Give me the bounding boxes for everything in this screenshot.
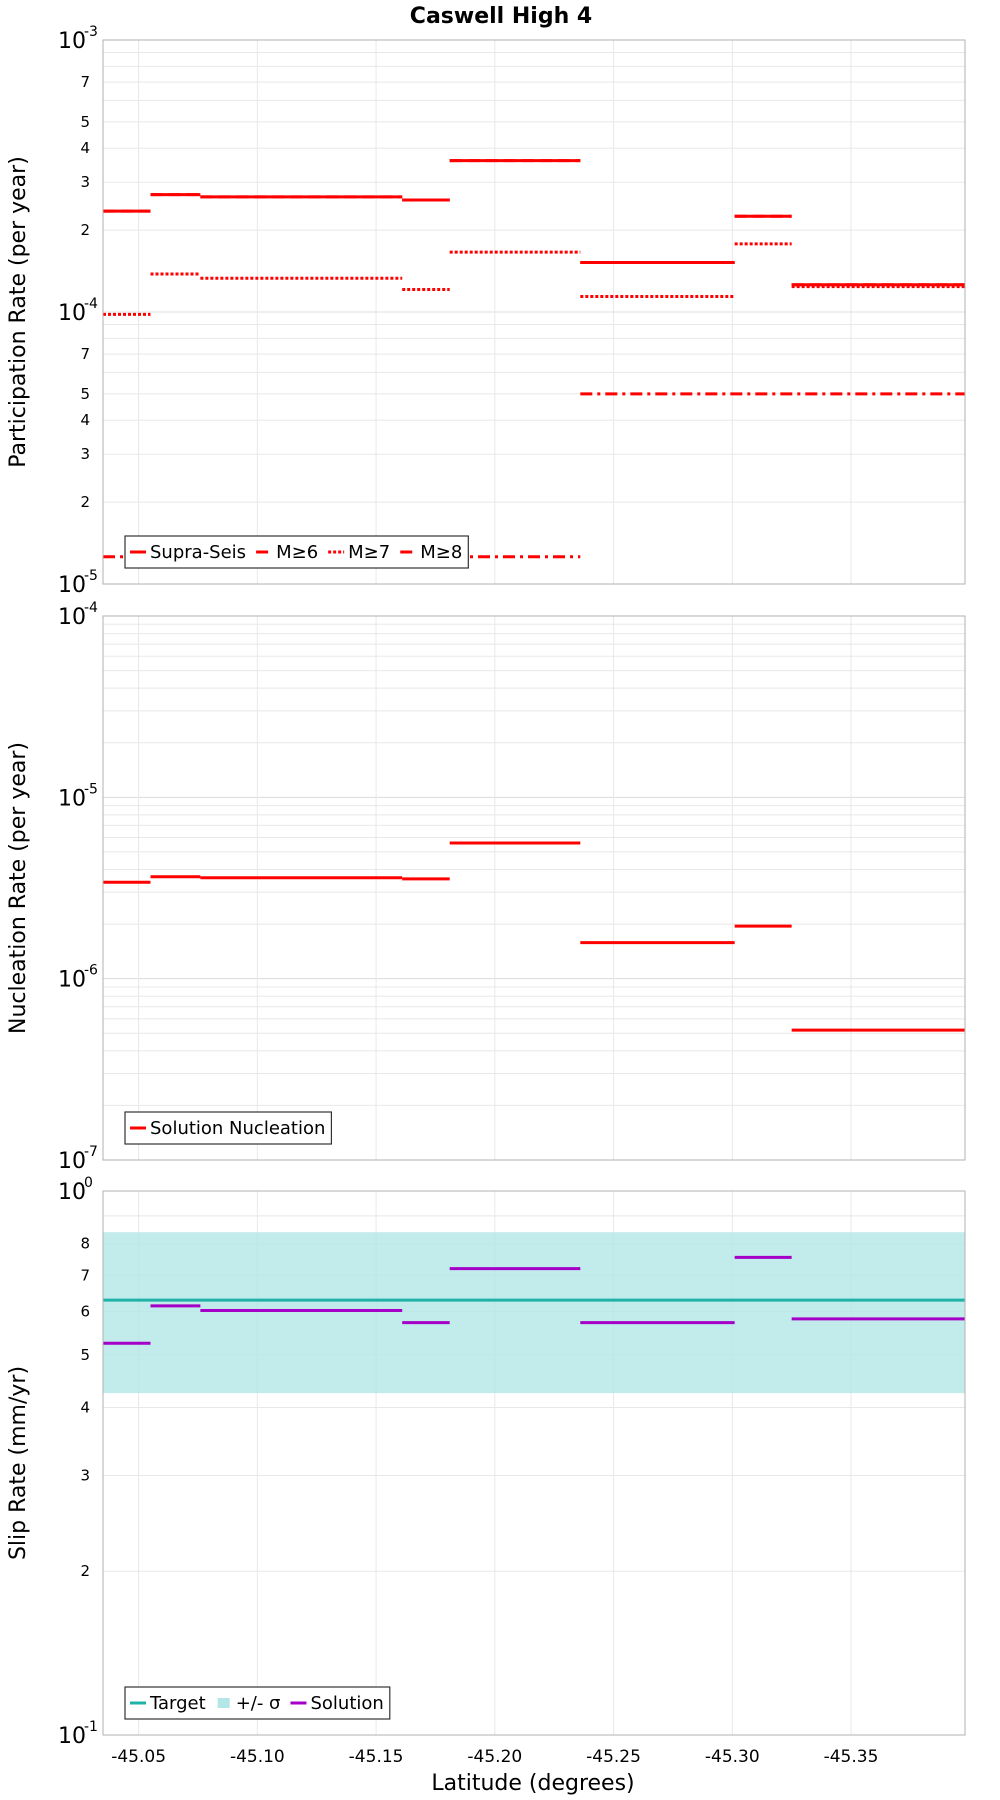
y-minor-tick-label: 4 xyxy=(80,139,90,157)
y-minor-tick-label: 2 xyxy=(80,493,90,511)
legend-label: M≥8 xyxy=(420,542,462,563)
legend: Target +/- σ Solution xyxy=(124,1686,391,1720)
y-minor-tick-label: 7 xyxy=(80,1266,90,1284)
y-major-tick: 10-3 xyxy=(58,24,98,54)
legend-label: +/- σ xyxy=(236,1693,281,1714)
x-tick-label: -45.10 xyxy=(230,1747,285,1767)
y-minor-tick-label: 3 xyxy=(80,1466,90,1484)
plot-area xyxy=(103,616,965,1160)
legend-label: M≥6 xyxy=(276,542,318,563)
y-major-tick: 10-7 xyxy=(58,1144,98,1174)
y-tick-exponent: -4 xyxy=(84,600,98,616)
legend-label: Supra-Seis xyxy=(150,542,246,563)
x-tick-label: -45.25 xyxy=(586,1747,641,1767)
y-tick-base: 10 xyxy=(58,301,86,326)
plot-frame xyxy=(102,1190,966,1736)
x-tick-label: -45.30 xyxy=(705,1747,760,1767)
y-axis-label: Slip Rate (mm/yr) xyxy=(6,1366,31,1560)
series-m-7 xyxy=(103,242,965,316)
y-tick-exponent: -5 xyxy=(84,568,98,584)
y-minor-tick-label: 4 xyxy=(80,1398,90,1416)
y-minor-tick-label: 7 xyxy=(80,73,90,91)
y-major-tick: 10-4 xyxy=(58,600,98,630)
sigma-band xyxy=(103,1232,965,1394)
y-tick-base: 10 xyxy=(58,605,86,630)
plot-frame xyxy=(102,39,966,585)
y-minor-tick-label: 2 xyxy=(80,1562,90,1580)
legend-label: M≥7 xyxy=(348,542,390,563)
y-minor-tick-label: 8 xyxy=(80,1235,90,1253)
legend-swatch xyxy=(217,1698,230,1708)
y-minor-tick-label: 5 xyxy=(80,113,90,131)
x-tick-label: -45.05 xyxy=(111,1747,166,1767)
y-minor-tick-label: 5 xyxy=(80,385,90,403)
series-m-6 xyxy=(103,159,965,287)
y-minor-tick-label: 6 xyxy=(80,1303,90,1321)
y-major-tick: 100 xyxy=(58,1175,93,1205)
y-tick-base: 10 xyxy=(58,1149,86,1174)
legend-box xyxy=(124,1111,333,1145)
x-tick-label: -45.15 xyxy=(349,1747,404,1767)
y-tick-base: 10 xyxy=(58,786,86,811)
y-minor-tick-label: 3 xyxy=(80,173,90,191)
series-solution xyxy=(103,1255,965,1345)
y-tick-base: 10 xyxy=(58,968,86,993)
y-minor-tick-label: 2 xyxy=(80,221,90,239)
y-tick-exponent: -7 xyxy=(84,1144,98,1160)
legend-label: Solution xyxy=(310,1693,383,1714)
y-tick-exponent: -4 xyxy=(84,296,98,312)
legend-label: Target xyxy=(149,1693,206,1714)
y-tick-base: 10 xyxy=(58,1180,86,1205)
y-tick-exponent: -6 xyxy=(84,963,98,979)
legend-label: Solution Nucleation xyxy=(150,1118,325,1139)
y-axis-label: Participation Rate (per year) xyxy=(6,156,31,468)
y-major-tick: 10-6 xyxy=(58,963,98,993)
y-tick-exponent: -1 xyxy=(84,1719,98,1735)
y-minor-tick-label: 3 xyxy=(80,445,90,463)
chart-title: Caswell High 4 xyxy=(410,4,592,29)
y-axis-label: Nucleation Rate (per year) xyxy=(6,742,31,1034)
legend: Solution Nucleation xyxy=(124,1111,333,1145)
series-solution-nucleation xyxy=(103,841,965,1032)
y-tick-exponent: -5 xyxy=(84,781,98,797)
x-tick-label: -45.20 xyxy=(467,1747,522,1767)
y-tick-exponent: 0 xyxy=(84,1175,93,1191)
x-tick-label: -45.35 xyxy=(824,1747,879,1767)
y-major-tick: 10-5 xyxy=(58,568,98,598)
y-tick-base: 10 xyxy=(58,29,86,54)
y-minor-tick-label: 7 xyxy=(80,345,90,363)
y-tick-base: 10 xyxy=(58,1724,86,1749)
y-tick-exponent: -3 xyxy=(84,24,98,40)
y-major-tick: 10-1 xyxy=(58,1719,98,1749)
y-tick-base: 10 xyxy=(58,573,86,598)
legend: Supra-Seis M≥6 M≥7 M≥8 xyxy=(124,535,469,569)
plot-frame xyxy=(102,615,966,1161)
y-major-tick: 10-4 xyxy=(58,296,98,326)
y-major-tick: 10-5 xyxy=(58,781,98,811)
y-minor-tick-label: 4 xyxy=(80,411,90,429)
y-minor-tick-label: 5 xyxy=(80,1346,90,1364)
legend-box xyxy=(124,1686,391,1720)
x-axis-label: Latitude (degrees) xyxy=(431,1771,634,1796)
